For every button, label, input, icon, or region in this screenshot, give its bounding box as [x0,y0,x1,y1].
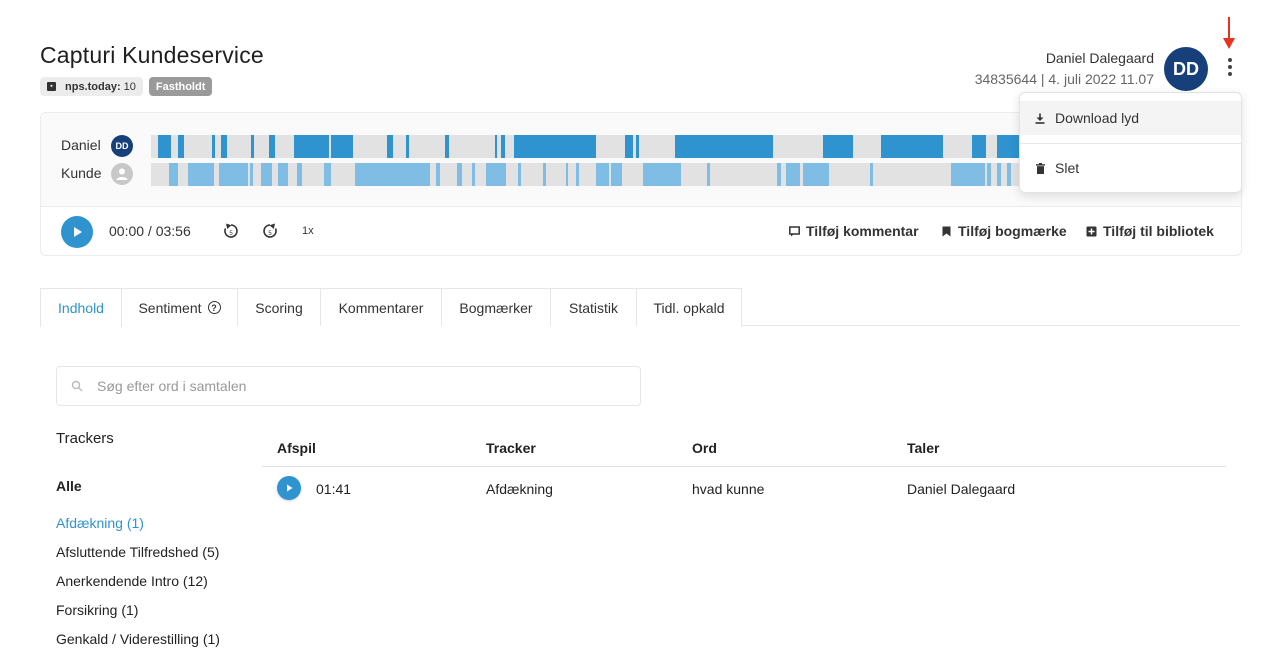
avatar: DD [1164,47,1208,91]
download-audio-label: Download lyd [1055,110,1140,126]
add-bookmark-label: Tilføj bogmærke [958,223,1067,239]
more-options-icon[interactable] [1220,56,1240,78]
add-comment-button[interactable]: Tilføj kommentar [788,223,919,239]
player-controls: 00:00 / 03:56 5 5 1x Tilføj kommentar Ti… [41,207,1241,255]
download-audio-menu-item[interactable]: Download lyd [1020,101,1241,135]
column-header-afspil: Afspil [277,440,316,456]
menu-divider [1020,143,1241,144]
play-button[interactable] [61,216,93,248]
forward-icon[interactable]: 5 [261,222,279,240]
speaker-agent-label: Daniel [61,137,101,153]
page-title: Capturi Kundeservice [40,42,264,68]
player-divider [41,206,1241,207]
tab-label: Kommentarer [338,299,424,316]
tab-label: Scoring [255,299,303,316]
tab-indhold[interactable]: Indhold [40,288,122,327]
trash-icon [1034,162,1046,174]
nps-value: 10 [123,80,136,93]
row-word: hvad kunne [692,481,765,497]
options-dropdown-menu: Download lyd Slet [1019,92,1242,193]
customer-avatar-icon [111,163,133,185]
tracker-item-afdaekning[interactable]: Afdækning (1) [56,515,144,531]
svg-text:5: 5 [229,231,233,237]
content-tabs: Indhold Sentiment ? Scoring Kommentarer … [40,288,1240,327]
playback-time: 00:00 / 03:56 [109,223,191,239]
add-to-library-label: Tilføj til bibliotek [1103,223,1214,239]
tracker-item-afsluttende-tilfredshed[interactable]: Afsluttende Tilfredshed (5) [56,544,220,560]
tab-sentiment[interactable]: Sentiment ? [121,288,238,326]
search-icon [71,380,83,392]
row-tracker: Afdækning [486,481,553,497]
agent-waveform-track[interactable] [151,135,1231,158]
add-comment-label: Tilføj kommentar [806,223,919,239]
tab-label: Indhold [58,300,104,316]
tracker-item-forsikring[interactable]: Forsikring (1) [56,602,139,618]
column-header-taler: Taler [907,440,940,456]
customer-waveform-track[interactable] [151,163,1231,186]
status-badge: Fastholdt [148,77,213,96]
badges: ▪ nps.today: 10 Fastholdt [40,77,213,96]
call-meta: 34835644 | 4. juli 2022 11.07 [974,71,1154,87]
nps-badge: ▪ nps.today: 10 [40,77,143,96]
rewind-icon[interactable]: 5 [222,222,240,240]
tab-tidl-opkald[interactable]: Tidl. opkald [636,288,742,326]
nps-label: nps.today: [65,80,121,93]
trackers-title: Trackers [56,430,114,447]
tracker-item-alle[interactable]: Alle [56,478,82,494]
tab-label: Tidl. opkald [653,299,725,316]
search-input[interactable] [97,367,627,405]
transcript-search [56,366,641,406]
column-header-ord: Ord [692,440,717,456]
user-name: Daniel Dalegaard [1045,50,1154,66]
tab-bogmaerker[interactable]: Bogmærker [441,288,551,326]
table-header-divider [262,466,1226,467]
row-time: 01:41 [316,481,352,497]
tracker-item-genkald-viderestilling[interactable]: Genkald / Viderestilling (1) [56,631,220,647]
tab-scoring[interactable]: Scoring [237,288,321,326]
tab-label: Bogmærker [459,299,533,316]
tab-label: Sentiment [138,299,202,316]
playback-speed[interactable]: 1x [302,225,314,237]
library-add-icon [1085,225,1097,237]
add-to-library-button[interactable]: Tilføj til bibliotek [1085,223,1214,239]
play-icon [74,227,82,237]
red-arrow-icon [1223,17,1235,49]
row-speaker: Daniel Dalegaard [907,481,1016,497]
download-icon [1034,113,1046,124]
speaker-customer-label: Kunde [61,165,102,181]
delete-menu-item[interactable]: Slet [1020,151,1241,185]
tab-kommentarer[interactable]: Kommentarer [320,288,442,326]
comment-icon [788,225,800,237]
play-icon [287,484,293,492]
speaker-agent-avatar: DD [111,135,133,157]
row-play-button[interactable] [277,476,301,500]
column-header-tracker: Tracker [486,440,536,456]
tracker-item-anerkendende-intro[interactable]: Anerkendende Intro (12) [56,573,208,589]
bookmark-icon [940,225,952,237]
tab-statistik[interactable]: Statistik [550,288,637,326]
svg-text:5: 5 [268,231,272,237]
help-icon[interactable]: ? [207,301,221,314]
nps-icon: ▪ [47,82,56,91]
add-bookmark-button[interactable]: Tilføj bogmærke [940,223,1067,239]
delete-label: Slet [1055,160,1080,176]
tab-label: Statistik [568,299,618,316]
